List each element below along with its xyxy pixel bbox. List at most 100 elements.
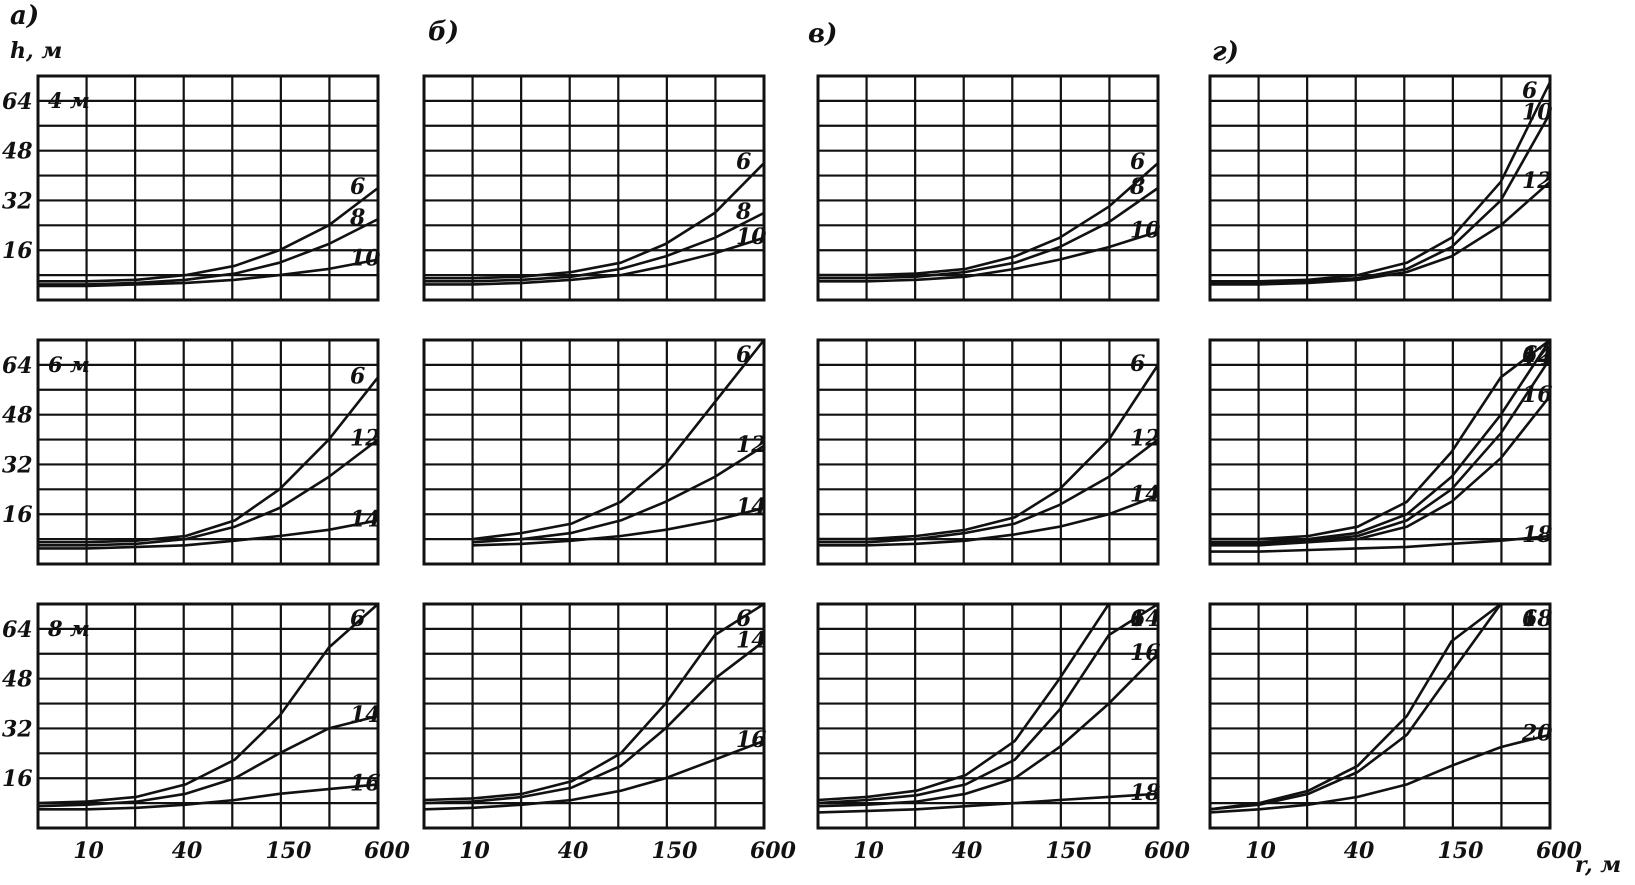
curve-label: 14 [736,627,767,653]
curve-label: 6 [350,363,365,389]
curve-label: 14 [1130,482,1161,508]
panel-frame [422,338,766,566]
curve-label: 14 [1130,606,1161,632]
curve-series-10 [38,258,379,288]
curve-label: 6 [350,174,365,200]
curve-label: 16 [736,727,767,753]
curve-series-14 [423,640,765,805]
curve-label: 18 [1130,780,1161,806]
column-title-b: б) [428,17,459,47]
curve-label: 10 [736,224,767,250]
x-tick-label: 40 [952,838,983,864]
panel-г-0: 610 12 [1208,74,1553,302]
curve-label: 16 [350,770,381,796]
x-tick-label: 600 [1144,838,1191,864]
y-tick-label: 32 [2,188,33,214]
panel-frame [1208,602,1552,830]
curve-series-6 [818,162,1159,277]
curve-label: 8 [1129,174,1145,200]
panel-frame [816,74,1160,302]
panel-frame [422,74,766,302]
curve-label: 12 [736,432,767,458]
x-tick-label: 150 [652,838,699,864]
curve-series-12 [818,438,1159,544]
y-tick-label: 48 [2,403,33,429]
curve-series-16 [423,739,765,811]
curve-label: 16 [1522,382,1553,408]
curve-label: 6 [736,606,751,632]
curve-series-14 [38,519,379,550]
curve-label: 18 [1522,522,1553,548]
y-tick-label: 48 [2,139,33,165]
curve-label: 6 [1130,351,1145,377]
curve-label: 10 [1130,218,1161,244]
row-label: 6 м [48,352,90,377]
panel-г-2: 618 20 10 40 150 600 [1208,602,1583,864]
x-tick-label: 600 [364,838,411,864]
curve-series-12 [1210,180,1551,286]
curve-label: 16 [1130,640,1161,666]
curve-series-14 [818,494,1159,547]
y-tick-label: 64 [2,617,33,643]
y-tick-label: 48 [2,667,33,693]
y-tick-label: 32 [2,716,33,742]
curve-series-6 [423,602,765,802]
panel-б-2: 614 16 10 40 150 600 [422,602,797,864]
y-tick-label: 16 [2,502,33,528]
panel-в-2: 614 16 18 10 40 150 600 [816,602,1191,864]
curve-series-18 [1210,534,1551,553]
column-title-g: г) [1212,37,1239,67]
curve-series-6 [424,162,765,280]
panel-frame [1208,74,1552,302]
curve-label: 12 [1130,426,1161,452]
curve-label: 20 [1521,721,1553,747]
y-axis-label: h, м [10,38,62,64]
x-tick-label: 10 [1245,838,1276,864]
curve-series-12 [473,444,765,544]
row-label: 8 м [47,616,90,641]
y-tick-label: 64 [2,353,33,379]
curve-label: 6 [1130,149,1145,175]
panel-б-0: 6 810 [422,74,767,302]
curve-label: 8 [349,205,365,231]
curve-label: 10 [1522,99,1553,125]
curve-series-18 [817,792,1159,814]
curve-label: 14 [350,506,381,532]
curve-series-6 [817,602,1158,802]
curve-series-10 [1210,112,1552,285]
curve-label: 10 [350,246,381,272]
curve-series-6 [473,339,766,541]
panel-а-2: 6 14 16 8 м 16 32 48 64 10 40 150 600 [2,602,411,864]
panel-в-0: 68 10 [816,74,1161,302]
curve-label: 6 [736,342,751,368]
x-tick-label: 150 [1438,838,1485,864]
curve-series-10 [424,236,765,286]
curve-series-8 [38,217,379,286]
x-tick-label: 10 [73,838,104,864]
curve-series-14 [1210,357,1552,546]
panel-frame [422,602,766,830]
curve-label: 6 [1522,606,1537,632]
y-tick-label: 32 [2,452,33,478]
curve-series-8 [424,211,765,283]
x-tick-label: 600 [750,838,797,864]
curve-series-14 [37,714,379,808]
y-tick-label: 16 [2,766,33,792]
x-tick-label: 600 [1536,838,1583,864]
curve-label: 14 [1522,345,1553,371]
panel-в-1: 6 12 14 [816,338,1161,566]
curve-series-20 [1209,733,1551,814]
y-tick-label: 16 [2,238,33,264]
curve-label: 12 [1522,168,1553,194]
curve-series-12 [1210,339,1552,544]
curve-series-14 [817,602,1159,805]
x-tick-label: 40 [1344,838,1375,864]
x-tick-label: 10 [459,838,490,864]
curve-label: 6 [1522,78,1537,104]
panel-а-0: 6 8 10 4 м 16 32 48 64 [2,74,381,302]
x-tick-label: 150 [1046,838,1093,864]
curve-series-6 [38,376,380,544]
curve-label: 14 [350,702,381,728]
